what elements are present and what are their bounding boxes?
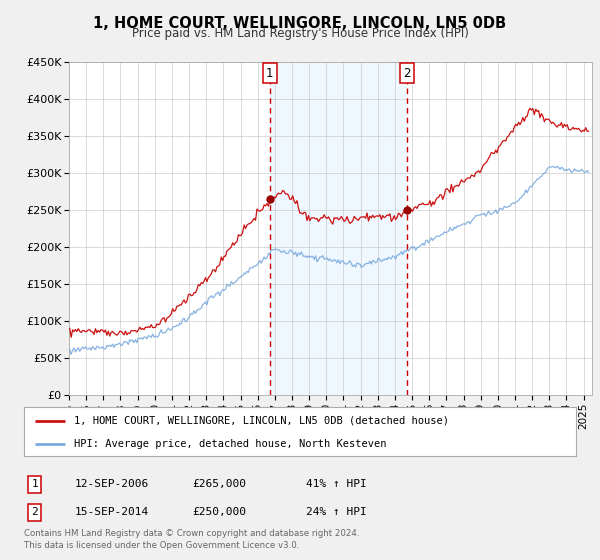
Bar (270, 62, 407, 395)
Text: 41% ↑ HPI: 41% ↑ HPI (306, 479, 367, 489)
Text: 15-SEP-2014: 15-SEP-2014 (75, 507, 149, 517)
Text: 1: 1 (266, 67, 274, 80)
Text: Price paid vs. HM Land Registry's House Price Index (HPI): Price paid vs. HM Land Registry's House … (131, 27, 469, 40)
Text: 1: 1 (31, 479, 38, 489)
Text: 12-SEP-2006: 12-SEP-2006 (75, 479, 149, 489)
Text: 24% ↑ HPI: 24% ↑ HPI (306, 507, 367, 517)
Text: 2: 2 (31, 507, 38, 517)
Text: 1, HOME COURT, WELLINGORE, LINCOLN, LN5 0DB: 1, HOME COURT, WELLINGORE, LINCOLN, LN5 … (94, 16, 506, 31)
Text: Contains HM Land Registry data © Crown copyright and database right 2024.: Contains HM Land Registry data © Crown c… (24, 529, 359, 538)
Text: 2: 2 (403, 67, 411, 80)
Text: 1, HOME COURT, WELLINGORE, LINCOLN, LN5 0DB (detached house): 1, HOME COURT, WELLINGORE, LINCOLN, LN5 … (74, 416, 449, 426)
Text: £250,000: £250,000 (192, 507, 246, 517)
Text: This data is licensed under the Open Government Licence v3.0.: This data is licensed under the Open Gov… (24, 541, 299, 550)
Text: HPI: Average price, detached house, North Kesteven: HPI: Average price, detached house, Nort… (74, 439, 386, 449)
Text: £265,000: £265,000 (192, 479, 246, 489)
